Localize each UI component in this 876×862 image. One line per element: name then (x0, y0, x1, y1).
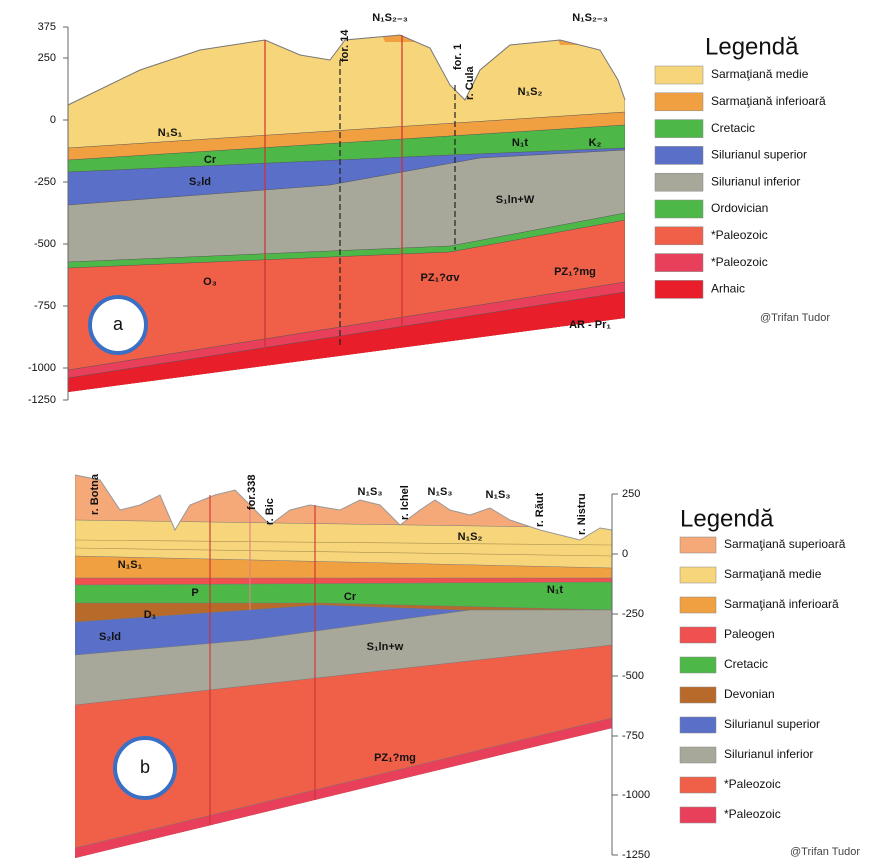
section-label: r. Bic (264, 498, 276, 525)
credit: @Trifan Tudor (790, 846, 860, 858)
y-tick-label: 250 (38, 52, 56, 64)
section-label: Cr (204, 154, 217, 166)
legend-swatch (655, 120, 703, 138)
section-label: AR - Pr₁ (569, 319, 611, 331)
section-label: P (191, 587, 198, 599)
y-tick-label: -1000 (28, 362, 56, 374)
y-tick-label: -250 (622, 608, 644, 620)
section-label: N₁S₂ (518, 86, 543, 98)
y-tick-label: -750 (622, 730, 644, 742)
legend-label: Sarmaţiană inferioară (711, 94, 826, 108)
y-tick-label: -1250 (28, 394, 56, 406)
section-label: r. Nistru (576, 493, 588, 535)
section-label: N₁S₃ (358, 486, 383, 498)
legend-title: Legendă (680, 505, 774, 532)
legend-label: Silurianul inferior (724, 747, 813, 761)
legend-swatch (680, 657, 716, 673)
legend-swatch (680, 717, 716, 733)
section-label: K₂ (589, 137, 602, 149)
section-a (68, 20, 625, 420)
legend-label: Sarmaţiană medie (724, 567, 822, 581)
legend-swatch (655, 66, 703, 84)
legend-label: Silurianul inferior (711, 174, 800, 188)
y-tick-label: 250 (622, 488, 640, 500)
legend-swatch (655, 146, 703, 164)
y-tick-label: 0 (50, 114, 56, 126)
legend-swatch (655, 227, 703, 245)
legend-label: *Paleozoic (724, 777, 781, 791)
legend-swatch (680, 567, 716, 583)
section-label: S₂ld (189, 176, 211, 188)
legend-label: Sarmaţiană medie (711, 67, 809, 81)
legend-label: Silurianul superior (724, 717, 820, 731)
legend-label: Sarmaţiană superioară (724, 537, 846, 551)
y-tick-label: 375 (38, 21, 56, 33)
y-tick-label: -500 (34, 238, 56, 250)
legend-swatch (655, 173, 703, 191)
legend-swatch (680, 747, 716, 763)
section-label: S₂ld (99, 631, 121, 643)
legend-label: Paleogen (724, 627, 775, 641)
legend-label: Cretacic (724, 657, 768, 671)
legend-label: *Paleozoic (711, 255, 768, 269)
section-label: N₁S₁ (158, 127, 183, 139)
section-b (75, 470, 612, 862)
legend-swatch (680, 627, 716, 643)
badge-label: a (113, 314, 124, 334)
section-label: r. Răut (534, 492, 546, 527)
section-label: D₁ (144, 609, 157, 621)
legend-swatch (680, 687, 716, 703)
legend-label: Devonian (724, 687, 775, 701)
section-label: for.338 (246, 475, 258, 510)
section-label: for. 14 (339, 29, 351, 62)
section-label: PZ₁?mg (374, 752, 416, 764)
section-label: PZ₁?σv (421, 272, 461, 284)
legend-swatch (680, 777, 716, 793)
legend-swatch (680, 537, 716, 553)
legend-swatch (680, 597, 716, 613)
section-label: N₁S₃ (486, 489, 511, 501)
section-label: N₁S₂₋₃ (572, 12, 608, 24)
section-label: N₁t (547, 584, 563, 596)
section-label: N₁S₂ (458, 531, 483, 543)
y-tick-label: -1000 (622, 789, 650, 801)
section-label: N₁S₂₋₃ (372, 12, 408, 24)
legend-swatch (655, 93, 703, 111)
legend-swatch (655, 254, 703, 272)
section-label: N₁S₁ (118, 559, 143, 571)
legend-swatch (680, 807, 716, 823)
rock-layer (555, 30, 600, 45)
badge-label: b (140, 757, 150, 777)
legend-swatch (655, 200, 703, 218)
y-tick-label: -250 (34, 176, 56, 188)
section-label: S₁ln+W (496, 194, 535, 206)
y-tick-label: -750 (34, 300, 56, 312)
legend-label: Cretacic (711, 121, 755, 135)
section-label: for. 1 (452, 44, 464, 70)
section-label: S₁ln+w (367, 641, 404, 653)
legend-label: *Paleozoic (711, 228, 768, 242)
section-label: r. Botna (89, 473, 101, 515)
section-label: N₁S₃ (428, 486, 453, 498)
legend-swatch (655, 280, 703, 298)
section-label: r. Ichel (399, 485, 411, 520)
section-label: O₃ (203, 276, 217, 288)
section-label: r. Cula (464, 65, 476, 100)
credit: @Trifan Tudor (760, 312, 830, 324)
legend-title: Legendă (705, 33, 799, 60)
legend-label: *Paleozoic (724, 807, 781, 821)
legend-label: Silurianul superior (711, 148, 807, 162)
geological-sections: 375 250 0 -250 -500 -750 -1000 -1250 250 0 -250 -50… (0, 0, 876, 862)
y-tick-label: 0 (622, 548, 628, 560)
section-label: N₁t (512, 137, 528, 149)
legend-label: Arhaic (711, 282, 745, 296)
legend-label: Sarmaţiană inferioară (724, 597, 839, 611)
section-label: Cr (344, 591, 357, 603)
y-tick-label: -500 (622, 670, 644, 682)
y-tick-label: -1250 (622, 849, 650, 861)
legend-label: Ordovician (711, 201, 768, 215)
section-label: PZ₁?mg (554, 266, 596, 278)
